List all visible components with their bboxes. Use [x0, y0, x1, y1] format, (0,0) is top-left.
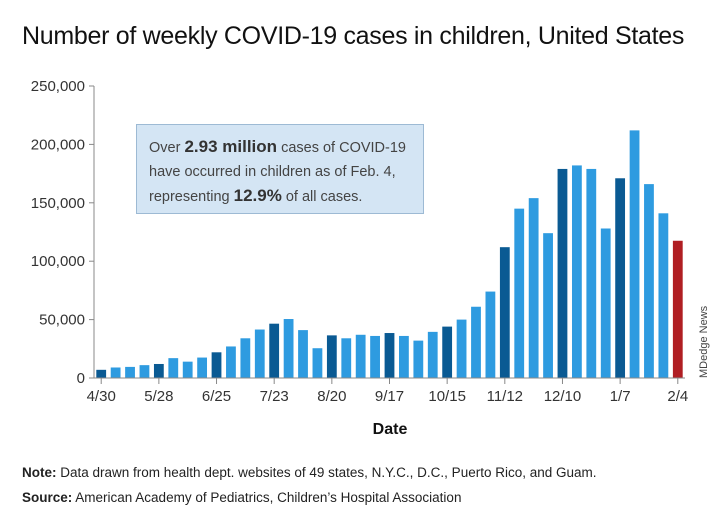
- x-tick-label: 8/20: [317, 388, 346, 405]
- y-tick-label: 150,000: [31, 195, 85, 212]
- bar: [672, 240, 683, 378]
- bar: [226, 346, 236, 378]
- x-tick-label: 9/17: [375, 388, 404, 405]
- bar: [600, 228, 611, 378]
- x-tick-label: 5/28: [144, 388, 173, 405]
- bar: [543, 233, 553, 378]
- bar: [211, 352, 222, 378]
- bar: [514, 208, 525, 378]
- bar: [499, 247, 510, 378]
- x-tick-label: 10/15: [428, 388, 466, 405]
- bar: [96, 369, 107, 378]
- bar: [197, 357, 208, 378]
- bar: [139, 365, 150, 378]
- bar: [442, 326, 453, 378]
- x-tick-label: 4/30: [87, 388, 116, 405]
- bar: [370, 335, 380, 378]
- y-axis: 0 50,000 100,000 150,000 200,000 250,000: [31, 78, 95, 387]
- bars: [96, 130, 683, 378]
- bar: [427, 331, 438, 378]
- callout-box: Over 2.93 million cases of COVID-19 have…: [136, 124, 424, 214]
- bar: [456, 319, 467, 378]
- bar: [571, 165, 582, 378]
- bar: [110, 367, 121, 378]
- callout-text-pre2: representing: [149, 189, 234, 205]
- y-tick-label: 200,000: [31, 136, 85, 153]
- y-tick-label: 50,000: [39, 312, 85, 329]
- x-tick-label: 2/4: [667, 388, 688, 405]
- bar: [413, 340, 424, 378]
- bar: [644, 184, 654, 378]
- bar: [298, 330, 308, 378]
- credit-label: MDedge News: [698, 305, 710, 378]
- bar: [125, 366, 135, 378]
- y-tick-label: 250,000: [31, 78, 85, 95]
- bar: [658, 213, 669, 378]
- x-axis-label: Date: [373, 421, 408, 438]
- bar: [341, 338, 352, 378]
- bar: [153, 363, 164, 378]
- callout-text-pre: Over: [149, 140, 185, 156]
- bar: [528, 198, 539, 378]
- source-line: Source: American Academy of Pediatrics, …: [22, 485, 597, 510]
- y-tick-label: 0: [77, 370, 85, 387]
- x-tick-label: 11/12: [487, 388, 523, 405]
- bar: [326, 335, 337, 378]
- bar: [168, 358, 179, 378]
- callout-text-line2: have occurred in children as of Feb. 4,: [149, 164, 396, 180]
- x-tick-label: 1/7: [610, 388, 631, 405]
- bar: [586, 168, 597, 378]
- note-line: Note: Data drawn from health dept. websi…: [22, 460, 597, 485]
- bar: [384, 333, 395, 378]
- bar: [269, 323, 280, 378]
- callout-text-post: cases of COVID-19: [277, 140, 406, 156]
- chart-title: Number of weekly COVID-19 cases in child…: [22, 22, 685, 50]
- x-axis: 4/30 5/28 6/25 7/23 8/20 9/17 10/15 11/12 12/10 1…: [87, 377, 688, 405]
- y-tick-label: 100,000: [31, 253, 85, 270]
- x-tick-label: 7/23: [260, 388, 289, 405]
- bar: [182, 361, 193, 378]
- callout-percent: 12.9%: [233, 186, 282, 205]
- note-label: Note:: [22, 465, 57, 480]
- callout-text-post2: of all cases.: [281, 189, 363, 205]
- bar: [312, 348, 323, 378]
- footnotes: Note: Data drawn from health dept. websi…: [22, 460, 597, 510]
- note-text: Data drawn from health dept. websites of…: [56, 465, 597, 480]
- bar: [629, 130, 640, 378]
- bar: [254, 329, 265, 378]
- bar: [399, 335, 409, 378]
- bar: [355, 334, 366, 378]
- bar: [615, 178, 626, 378]
- bar: [240, 338, 251, 378]
- bar: [557, 168, 568, 378]
- x-tick-label: 6/25: [202, 388, 231, 405]
- source-label: Source:: [22, 490, 73, 505]
- bar: [283, 319, 294, 378]
- source-text: American Academy of Pediatrics, Children…: [72, 490, 462, 505]
- bar: [471, 306, 481, 378]
- x-tick-label: 12/10: [544, 388, 582, 405]
- bar: [485, 291, 496, 378]
- callout-total: 2.93 million: [184, 137, 278, 156]
